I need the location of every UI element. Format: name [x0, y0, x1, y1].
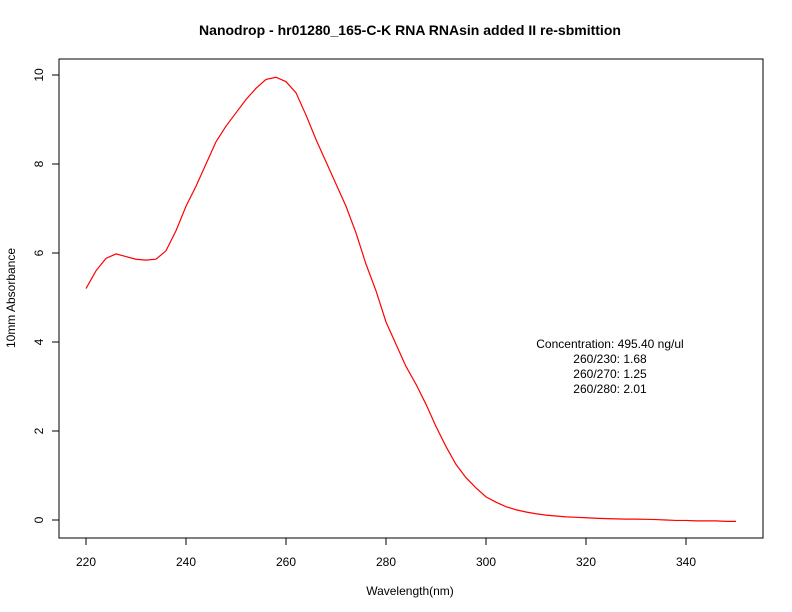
annotation-line: 260/230: 1.68 [573, 352, 647, 366]
annotation-line: Concentration: 495.40 ng/ul [536, 337, 683, 351]
annotation-line: 260/280: 2.01 [573, 382, 647, 396]
y-axis-label: 10mm Absorbance [4, 248, 18, 348]
x-tick-label: 220 [76, 555, 96, 569]
y-tick-label: 0 [32, 516, 46, 523]
x-tick-label: 300 [476, 555, 496, 569]
x-axis-label: Wavelength(nm) [366, 584, 454, 598]
x-tick-label: 340 [676, 555, 696, 569]
x-axis: 220 240 260 280 300 320 340 [76, 537, 696, 569]
absorbance-series-line [85, 76, 736, 522]
y-tick-label: 4 [32, 338, 46, 345]
y-axis: 0 2 4 6 8 10 [32, 68, 60, 523]
y-tick-label: 8 [32, 160, 46, 167]
y-tick-label: 2 [32, 427, 46, 434]
y-tick-label: 6 [32, 249, 46, 256]
x-tick-label: 240 [176, 555, 196, 569]
x-tick-label: 280 [376, 555, 396, 569]
x-tick-label: 260 [276, 555, 296, 569]
plot-frame [58, 58, 764, 539]
chart-title: Nanodrop - hr01280_165-C-K RNA RNAsin ad… [199, 22, 621, 38]
y-tick-label: 10 [32, 68, 46, 82]
annotation-line: 260/270: 1.25 [573, 367, 647, 381]
x-tick-label: 320 [576, 555, 596, 569]
